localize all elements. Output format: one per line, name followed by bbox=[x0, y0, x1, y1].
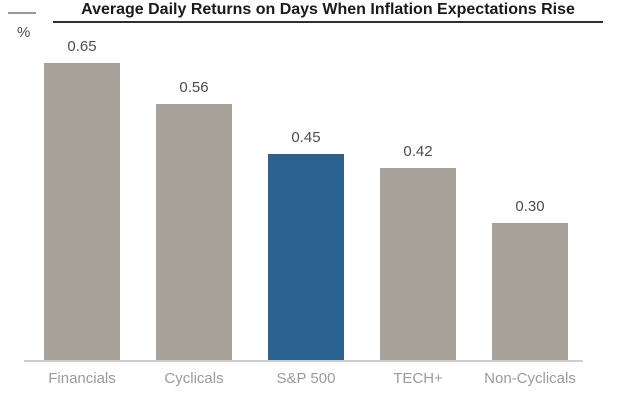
bar-s-p-500 bbox=[268, 154, 344, 360]
x-axis-line bbox=[24, 360, 583, 362]
category-label-financials: Financials bbox=[48, 370, 116, 387]
bar-value-label: 0.56 bbox=[179, 79, 209, 96]
bar-column-cyclicals: 0.56 bbox=[156, 79, 232, 360]
bar-value-label: 0.65 bbox=[67, 38, 97, 55]
category-label-s-p-500: S&P 500 bbox=[276, 370, 336, 387]
bar-cyclicals bbox=[156, 104, 232, 360]
bar-value-label: 0.30 bbox=[515, 198, 545, 215]
chart-title-block: Average Daily Returns on Days When Infla… bbox=[53, 1, 603, 23]
bar-non-cyclicals bbox=[492, 223, 568, 360]
bar-value-label: 0.42 bbox=[403, 143, 433, 160]
bar-financials bbox=[44, 63, 120, 360]
y-axis-unit-label: % bbox=[17, 24, 31, 41]
bar-tech bbox=[380, 168, 456, 360]
category-label-tech: TECH+ bbox=[393, 370, 443, 387]
bar-column-non-cyclicals: 0.30 bbox=[492, 198, 568, 360]
bar-column-s-p-500: 0.45 bbox=[268, 129, 344, 360]
bar-column-tech: 0.42 bbox=[380, 143, 456, 360]
bar-column-financials: 0.65 bbox=[44, 38, 120, 360]
y-axis-unit-tick bbox=[8, 12, 36, 14]
category-label-cyclicals: Cyclicals bbox=[164, 370, 224, 387]
category-label-non-cyclicals: Non-Cyclicals bbox=[484, 370, 576, 387]
chart-title: Average Daily Returns on Days When Infla… bbox=[81, 1, 575, 18]
bar-value-label: 0.45 bbox=[291, 129, 321, 146]
